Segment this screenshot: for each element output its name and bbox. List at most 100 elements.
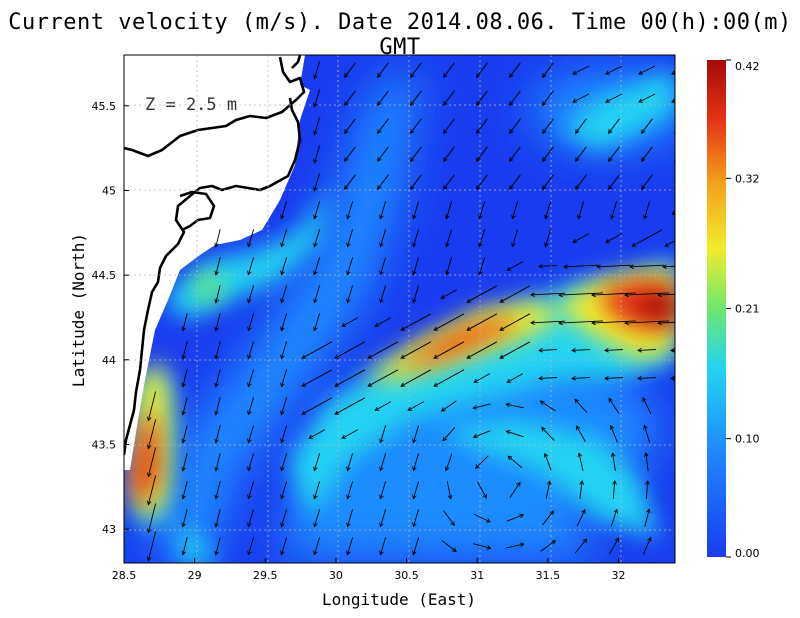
current-vector xyxy=(642,536,652,555)
current-vector xyxy=(377,90,389,106)
current-vector xyxy=(214,425,221,444)
current-vector xyxy=(509,174,521,190)
current-vector xyxy=(344,90,356,106)
current-vector xyxy=(574,398,588,413)
current-vector xyxy=(247,481,255,500)
current-vector xyxy=(577,201,585,220)
current-vector xyxy=(433,313,465,331)
colorbar-tick-label: 0.10 xyxy=(735,433,760,446)
current-vector xyxy=(610,201,618,220)
current-vector xyxy=(346,201,354,220)
current-vector xyxy=(572,233,590,243)
current-vector xyxy=(334,369,366,387)
current-vector xyxy=(670,375,675,381)
current-vector xyxy=(412,453,420,472)
current-vector xyxy=(412,285,420,304)
current-vector xyxy=(575,174,587,190)
current-vector xyxy=(605,93,623,103)
current-vector xyxy=(280,509,288,528)
current-vector xyxy=(181,341,188,360)
current-vector xyxy=(544,229,552,248)
current-vector xyxy=(604,375,624,381)
current-vector xyxy=(181,313,188,332)
current-vector xyxy=(677,538,684,555)
current-vector xyxy=(346,257,354,276)
current-vector xyxy=(214,313,221,332)
current-vector xyxy=(412,229,420,248)
current-vector xyxy=(678,453,682,471)
current-vector xyxy=(280,397,288,416)
y-tick-label: 44 xyxy=(102,354,116,367)
current-vector xyxy=(146,531,157,562)
current-vector xyxy=(443,62,455,78)
current-vector xyxy=(674,129,675,134)
current-vector xyxy=(509,90,521,106)
current-vector xyxy=(247,453,255,472)
current-vector xyxy=(412,201,420,220)
current-vector xyxy=(576,425,586,443)
current-vector xyxy=(473,373,491,383)
colorbar-tick-label: 0.32 xyxy=(735,172,760,185)
current-vector xyxy=(608,397,620,414)
current-vector xyxy=(472,430,491,439)
current-vector xyxy=(313,285,321,304)
current-vector xyxy=(678,481,682,499)
current-vector xyxy=(542,146,554,162)
current-vector xyxy=(214,369,221,388)
current-vector xyxy=(379,509,387,528)
current-vector xyxy=(341,317,359,327)
current-vector xyxy=(571,375,591,381)
current-vector xyxy=(466,341,498,359)
current-vector xyxy=(410,118,422,134)
current-vector xyxy=(576,509,586,527)
current-vector xyxy=(214,341,221,360)
current-vector xyxy=(591,292,636,298)
current-vector xyxy=(346,285,354,304)
current-vector xyxy=(280,257,288,276)
current-vector xyxy=(346,453,354,472)
current-vector xyxy=(433,341,465,359)
y-tick-label: 43 xyxy=(102,523,116,536)
depth-label: Z = 2.5 m xyxy=(145,95,237,115)
current-vector xyxy=(247,425,255,444)
current-vector xyxy=(509,62,521,78)
current-vector xyxy=(412,509,420,528)
y-axis-ticks: 43 43.5 44 44.5 45 45.5 xyxy=(92,100,129,536)
current-vector xyxy=(445,201,453,220)
current-vector xyxy=(624,320,669,326)
current-vector xyxy=(313,201,321,220)
current-vector xyxy=(181,481,188,500)
current-vector xyxy=(674,157,675,162)
current-vector xyxy=(374,317,392,327)
current-vector xyxy=(476,146,488,162)
current-vector xyxy=(473,513,491,523)
current-vector xyxy=(478,229,486,248)
colorbar-tick-label: 0.21 xyxy=(735,303,760,316)
current-vector xyxy=(280,285,288,304)
current-vector xyxy=(542,62,554,78)
current-vector xyxy=(344,62,356,78)
current-vector xyxy=(641,118,653,134)
current-vector xyxy=(506,261,524,271)
y-tick-label: 43.5 xyxy=(92,438,117,451)
current-vector xyxy=(214,257,221,276)
northern-shore xyxy=(124,56,306,158)
current-vector xyxy=(313,145,321,164)
current-vector xyxy=(181,537,188,556)
current-vector xyxy=(544,201,552,220)
current-vector xyxy=(499,341,531,359)
y-tick-label: 45 xyxy=(102,184,116,197)
y-axis-label: Latitude (North) xyxy=(69,233,88,387)
current-vector xyxy=(146,391,157,422)
current-vector xyxy=(642,397,652,415)
current-vector xyxy=(379,285,387,304)
current-vector xyxy=(605,65,623,75)
current-vector xyxy=(670,347,675,353)
current-vector xyxy=(509,118,521,134)
current-vector xyxy=(346,537,354,556)
current-vector xyxy=(344,146,356,162)
current-vector xyxy=(433,369,465,387)
current-vector xyxy=(638,93,656,103)
current-vector xyxy=(637,347,657,353)
